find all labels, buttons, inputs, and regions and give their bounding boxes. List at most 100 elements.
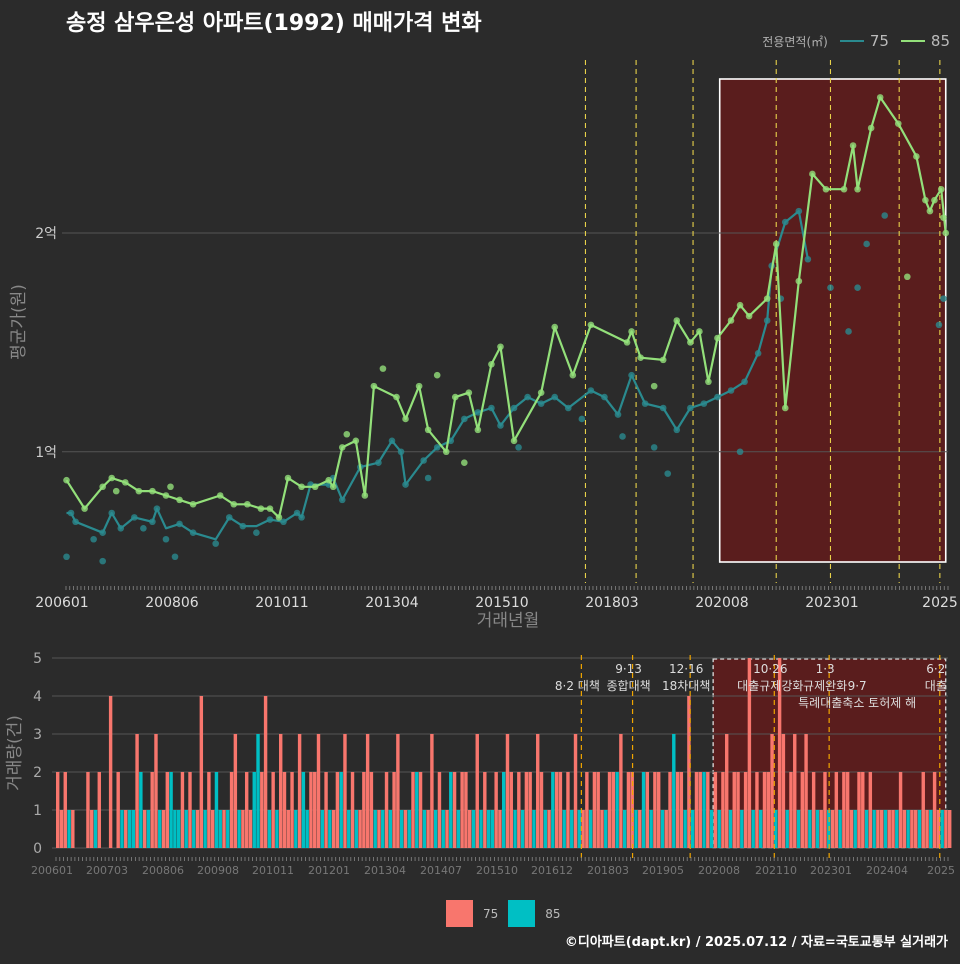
bar-85 (929, 810, 933, 848)
bar-85 (67, 810, 71, 848)
legend-key-75 (839, 40, 864, 42)
data-point-75 (149, 518, 156, 526)
data-point-75 (510, 404, 518, 412)
bar-75 (369, 772, 374, 848)
data-point-85 (714, 334, 721, 342)
bar-85 (218, 810, 222, 848)
data-point-75 (176, 520, 183, 528)
bar-75 (494, 772, 498, 848)
data-point-75 (564, 404, 572, 412)
data-point-75 (171, 553, 179, 561)
bar-75 (464, 772, 468, 848)
data-point-75 (153, 505, 161, 512)
policy-annotation: 9·7 (848, 679, 867, 693)
bar-75 (849, 810, 854, 848)
bar-85 (93, 810, 98, 848)
data-point-75 (763, 317, 771, 324)
bar-75 (536, 734, 540, 848)
bar-85 (131, 810, 136, 848)
policy-annotation: 6·2 (926, 662, 945, 676)
bar-85 (415, 772, 419, 848)
data-point-85 (442, 448, 450, 456)
data-point-85 (461, 459, 468, 466)
bar-75 (331, 810, 336, 848)
x-tick-label: 201510 (475, 595, 528, 611)
data-point-85 (727, 317, 735, 324)
bar-75 (286, 810, 290, 848)
data-point-75 (131, 514, 138, 521)
legend-top: 전용면적(㎡) 75 85 (762, 32, 950, 50)
bar-75 (271, 772, 275, 848)
bar-75 (335, 772, 340, 848)
bar-75 (71, 810, 75, 848)
data-point-75 (587, 387, 595, 394)
data-point-75 (641, 400, 649, 407)
bar-75 (90, 810, 94, 848)
x-tick-label: 200806 (145, 595, 199, 611)
bar-75 (248, 810, 253, 848)
data-point-85 (81, 505, 88, 512)
bar-75 (664, 810, 668, 848)
data-point-85 (795, 277, 803, 285)
data-point-85 (854, 185, 861, 193)
policy-annotation: 대출규제강화 (737, 679, 803, 693)
bar-85 (562, 810, 566, 848)
data-point-75 (72, 518, 79, 526)
bar-75 (63, 772, 67, 848)
bar-75 (244, 772, 249, 848)
data-point-85 (822, 185, 830, 193)
bar-75 (229, 772, 234, 848)
data-point-75 (628, 371, 635, 379)
bar-75 (732, 772, 736, 848)
data-point-85 (840, 185, 848, 193)
bar-75 (547, 810, 551, 848)
x-tick-label: 2025 (922, 595, 958, 611)
bar-75 (898, 772, 903, 848)
data-point-85 (465, 389, 473, 396)
data-point-75 (402, 481, 409, 488)
data-point-75 (827, 284, 834, 291)
data-point-85 (876, 94, 884, 101)
bar-85 (672, 734, 676, 848)
bar-85 (838, 810, 842, 848)
bar-75 (619, 734, 623, 848)
bar-85 (532, 810, 536, 848)
bar-75 (566, 772, 570, 848)
bar-85 (479, 810, 483, 848)
bar-85 (815, 810, 820, 848)
bar-75 (86, 772, 90, 848)
bar-85 (339, 772, 343, 848)
bar-75 (452, 772, 457, 848)
data-point-85 (329, 483, 337, 491)
bar-75 (210, 810, 215, 848)
bar-85 (120, 810, 124, 848)
data-point-75 (537, 400, 545, 407)
bar-75 (309, 772, 313, 848)
data-point-85 (551, 323, 559, 331)
policy-annotation: 10·26 (753, 662, 787, 676)
bar-75 (611, 772, 616, 848)
x-tick-label: 200601 (35, 595, 88, 611)
credit-text: ©디아파트(dapt.kr) / 2025.07.12 / 자료=국토교통부 실… (564, 935, 948, 950)
data-point-85 (99, 483, 106, 491)
y-tick-label: 1억 (35, 445, 57, 461)
bar-75 (770, 734, 774, 848)
data-point-85 (705, 378, 712, 386)
bar-75 (607, 772, 612, 848)
bar-85 (709, 810, 714, 848)
bar-75 (460, 772, 464, 848)
x-tick-label-bottom: 201803 (587, 864, 629, 877)
bar-75 (781, 734, 786, 848)
data-point-75 (99, 557, 106, 565)
x-tick-label: 201304 (365, 595, 419, 611)
bar-75 (260, 772, 264, 848)
series-line-85 (65, 96, 947, 519)
bar-75 (263, 696, 268, 848)
bar-75 (687, 696, 691, 848)
bar-85 (785, 810, 789, 848)
bar-75 (483, 772, 487, 848)
bar-75 (879, 810, 884, 848)
x-tick-label-bottom: 200703 (86, 864, 128, 877)
x-tick-label-bottom: 202404 (866, 864, 908, 877)
bar-75 (766, 772, 770, 848)
